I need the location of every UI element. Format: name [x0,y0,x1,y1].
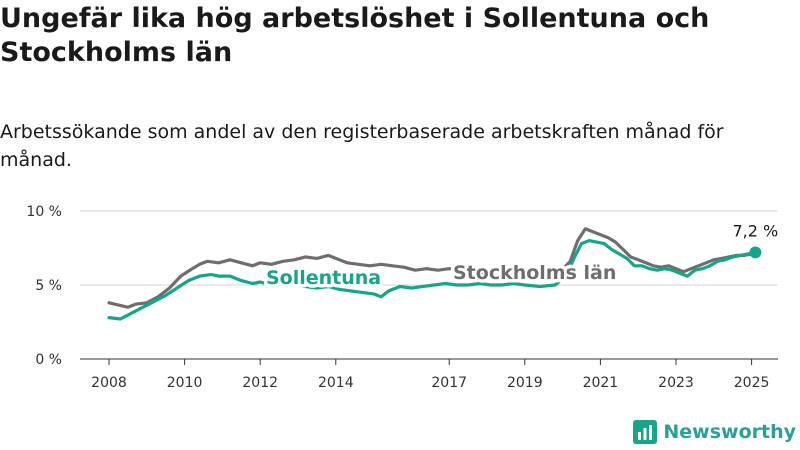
chart-subtitle: Arbetssökande som andel av den registerb… [0,121,724,171]
x-tick-label: 2017 [431,375,467,391]
series-label-halo: Stockholms län [453,262,616,284]
x-tick-label: 2008 [91,375,127,391]
end-value-label: 7,2 % [733,221,779,240]
series-line [107,227,757,309]
series-label: Stockholms län [453,262,616,284]
series-label: Sollentuna [266,267,381,289]
brand-logo: Newsworthy [633,420,796,444]
y-tick-label: 10 % [26,204,62,220]
x-tick-label: 2010 [167,375,203,391]
newsworthy-chart-icon [633,420,658,444]
y-tick-label: 0 % [35,352,62,368]
brand-name: Newsworthy [663,421,796,443]
x-tick-label: 2025 [734,375,770,391]
x-tick-label: 2019 [507,375,543,391]
x-tick-label: 2023 [658,375,694,391]
chart-title: Ungefär lika hög arbetslöshet i Sollentu… [0,3,710,68]
series-line [107,239,757,321]
end-point-marker [749,246,762,259]
x-tick-label: 2021 [583,375,619,391]
y-tick-label: 5 % [35,278,62,294]
series-label-halo: Sollentuna [266,267,381,289]
x-tick-label: 2014 [318,375,354,391]
x-tick-label: 2012 [242,375,278,391]
